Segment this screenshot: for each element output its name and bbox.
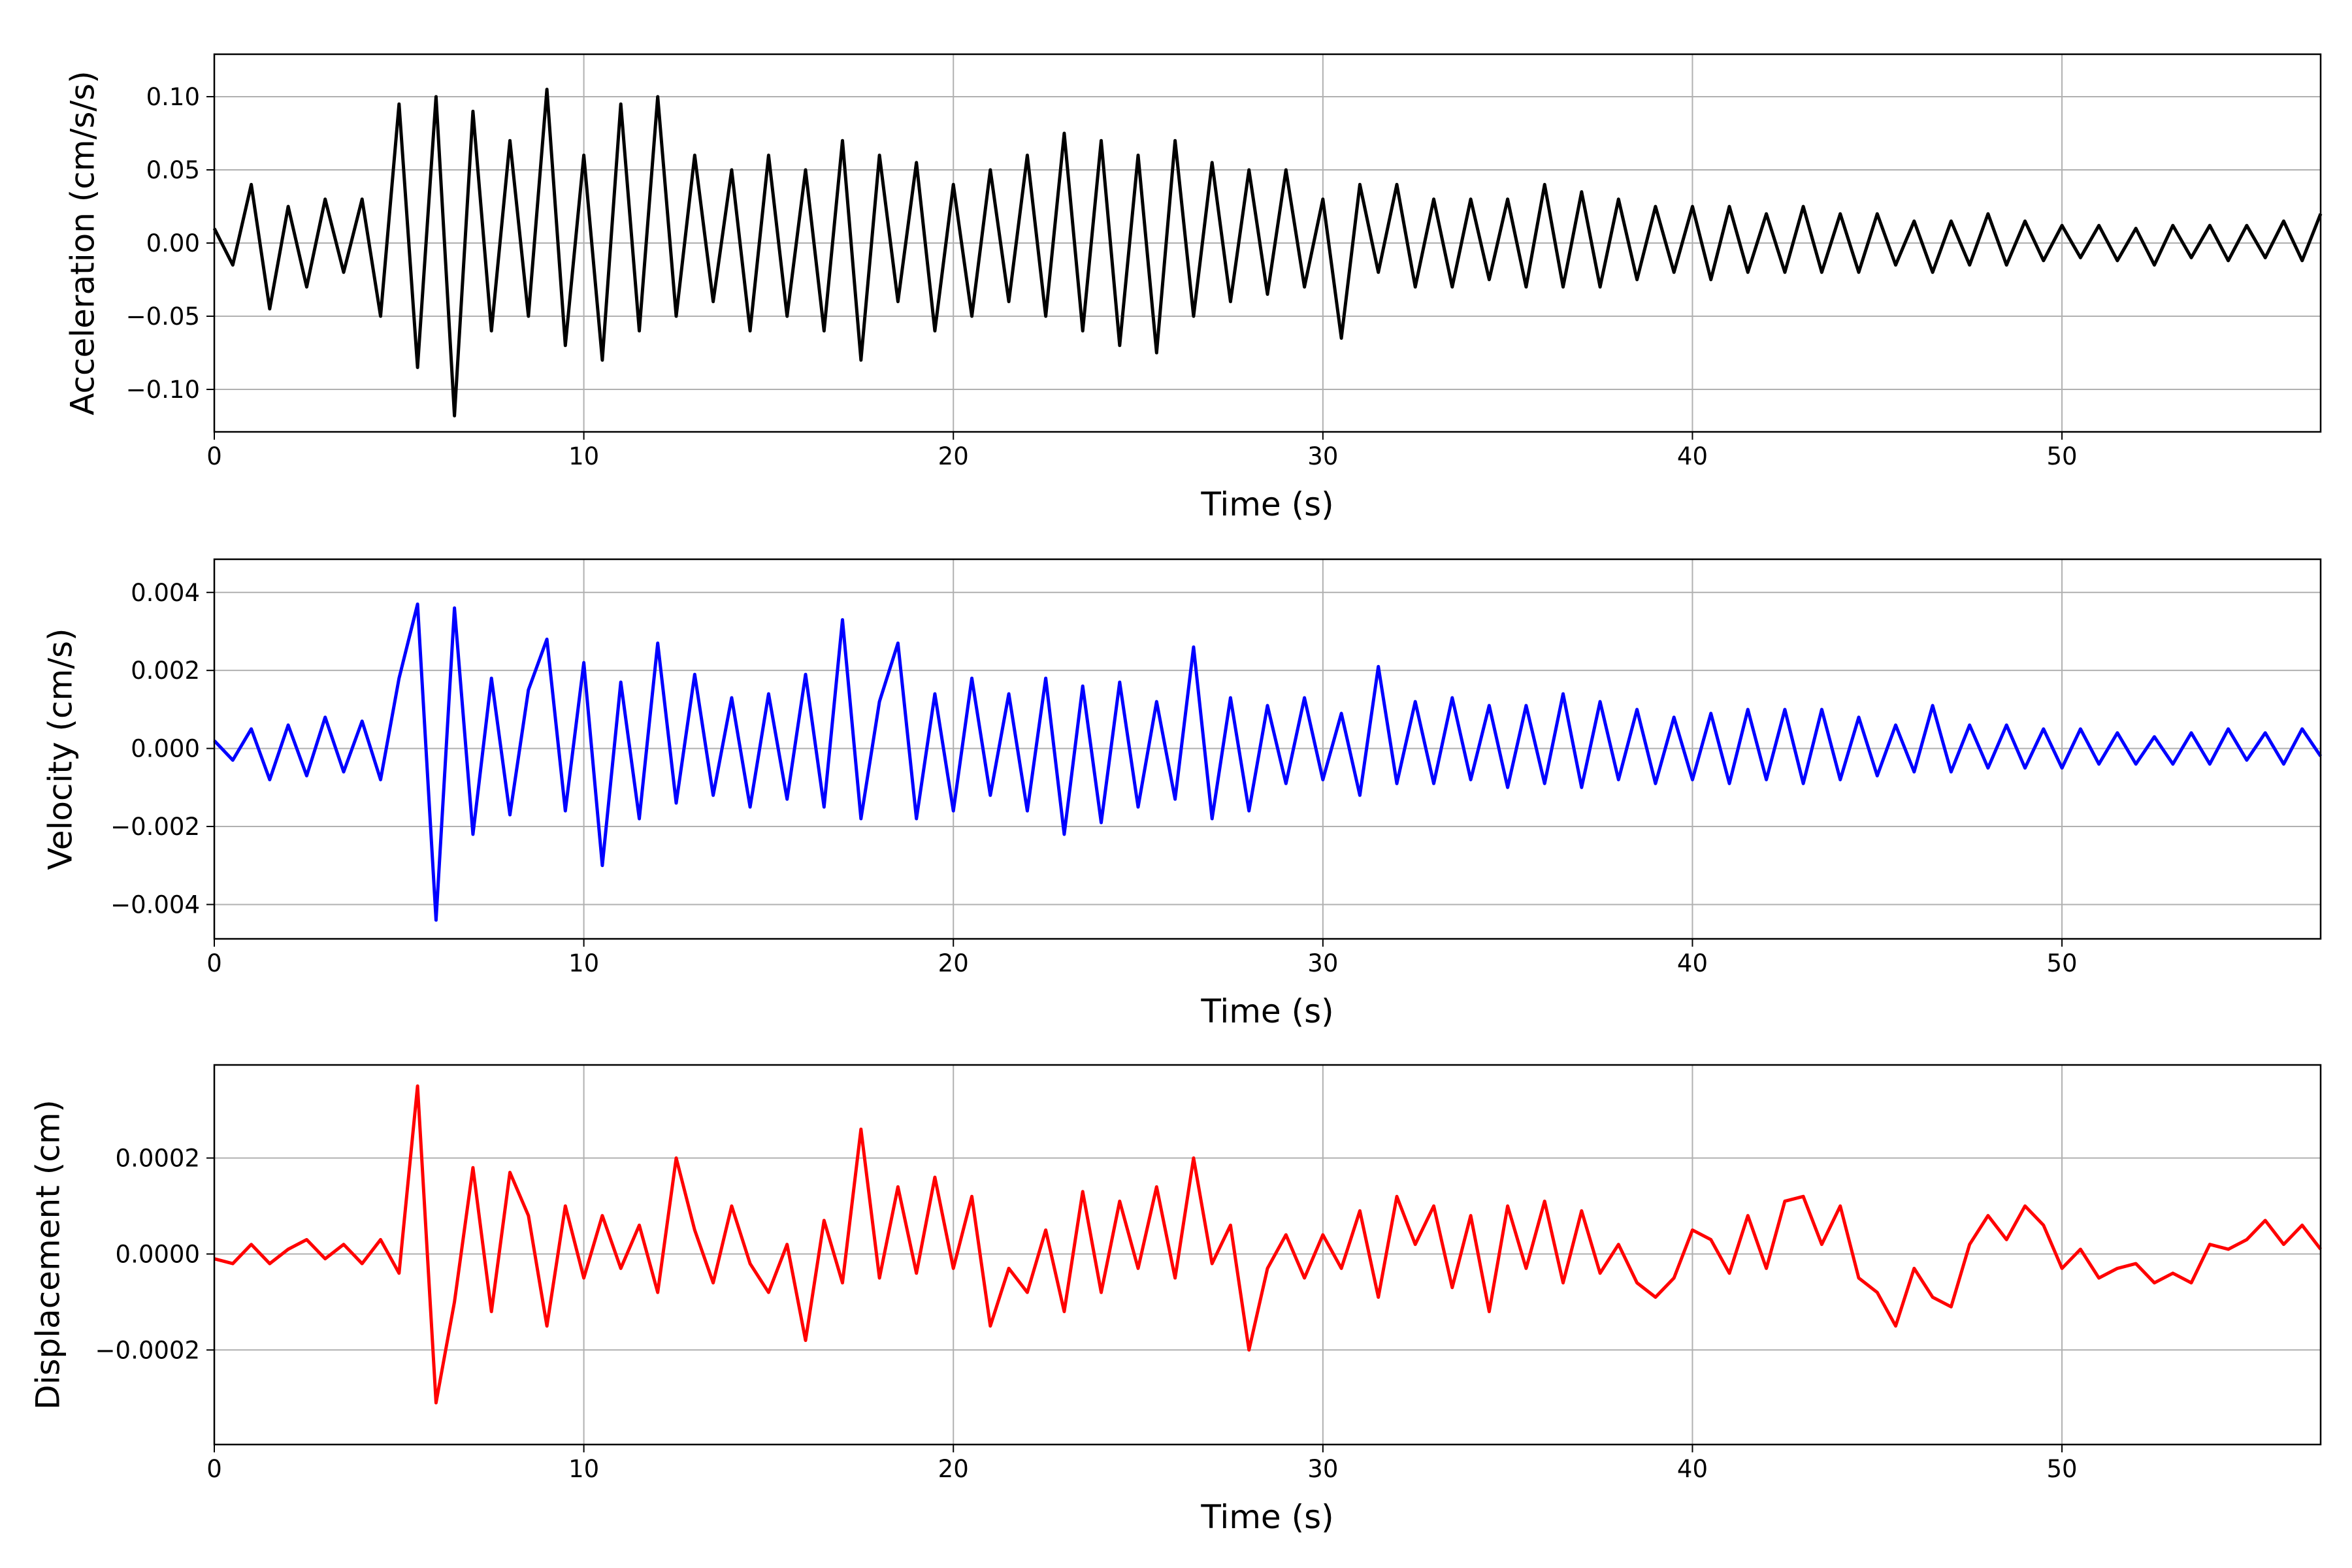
y-tick-label: −0.004 [110,890,200,919]
x-tick-label: 0 [206,949,222,977]
x-tick-label: 40 [1677,442,1708,470]
x-tick-label: 30 [1307,442,1338,470]
x-tick-label: 50 [2047,949,2078,977]
data-line [214,1084,2322,1405]
y-tick-label: 0.0002 [116,1144,200,1172]
plot-frame [213,53,2322,433]
x-tick-label: 20 [938,949,969,977]
x-axis-label: Time (s) [1200,485,1333,523]
x-tick-label: 40 [1677,949,1708,977]
y-tick-label: 0.002 [131,657,200,685]
x-tick-label: 40 [1677,1455,1708,1483]
x-tick-label: 50 [2047,1455,2078,1483]
x-tick-label: 30 [1307,1455,1338,1483]
y-tick-label: −0.10 [126,376,200,404]
y-tick-label: 0.000 [131,735,200,763]
x-tick-label: 0 [206,442,222,470]
y-tick-label: −0.0002 [95,1336,200,1364]
y-tick-label: 0.05 [146,156,200,184]
x-tick-label: 10 [568,949,599,977]
y-tick-label: −0.05 [126,302,200,331]
y-tick-label: 0.10 [146,83,200,111]
x-tick-label: 10 [568,1455,599,1483]
y-axis-label: Displacement (cm) [29,1100,67,1410]
data-line [213,602,2323,922]
x-tick-label: 50 [2047,442,2078,470]
y-tick-label: 0.0000 [116,1240,200,1268]
x-tick-label: 20 [938,1455,969,1483]
x-tick-label: 0 [206,1455,222,1483]
y-axis-label: Velocity (cm/s) [42,628,80,870]
x-axis-label: Time (s) [1200,1498,1333,1536]
y-tick-label: 0.004 [131,579,200,607]
x-tick-label: 10 [568,442,599,470]
data-line [212,88,2323,417]
y-tick-label: 0.00 [146,229,200,257]
x-tick-label: 30 [1307,949,1338,977]
y-tick-label: −0.002 [110,813,200,841]
plot-frame [213,558,2322,940]
plot-frame [213,1064,2322,1446]
x-tick-label: 20 [938,442,969,470]
x-axis-label: Time (s) [1200,992,1333,1030]
y-axis-label: Acceleration (cm/s/s) [64,71,102,416]
